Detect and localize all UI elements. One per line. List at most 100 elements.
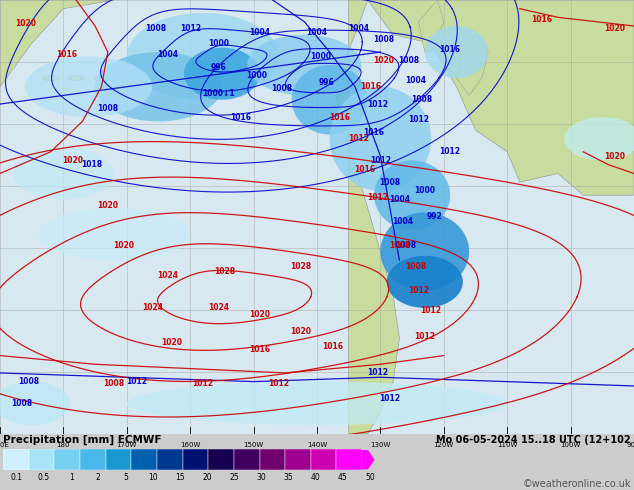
- Text: 1020: 1020: [15, 19, 36, 28]
- Text: 1016: 1016: [439, 46, 461, 54]
- Text: 170E: 170E: [0, 442, 9, 448]
- Polygon shape: [368, 0, 634, 195]
- Text: 1004: 1004: [157, 49, 179, 59]
- Text: 1008: 1008: [379, 178, 401, 187]
- Polygon shape: [387, 256, 463, 308]
- Text: 160W: 160W: [180, 442, 200, 448]
- Text: 1016: 1016: [328, 113, 350, 122]
- Text: 170W: 170W: [117, 442, 137, 448]
- Text: 1020: 1020: [604, 24, 626, 33]
- Text: 2: 2: [96, 473, 101, 482]
- Text: 1008: 1008: [395, 241, 417, 249]
- Text: 1016: 1016: [322, 343, 344, 351]
- Text: 1016: 1016: [354, 165, 375, 173]
- Polygon shape: [127, 13, 279, 100]
- Polygon shape: [0, 382, 70, 425]
- Polygon shape: [292, 65, 368, 134]
- Polygon shape: [127, 382, 507, 425]
- Text: 1016: 1016: [249, 344, 271, 354]
- Polygon shape: [330, 87, 431, 191]
- Text: 992: 992: [427, 212, 442, 221]
- Text: 1020: 1020: [249, 310, 271, 319]
- Polygon shape: [25, 56, 152, 117]
- Text: 110W: 110W: [497, 442, 517, 448]
- Text: 1012: 1012: [439, 147, 461, 156]
- Text: 1012: 1012: [408, 286, 429, 295]
- Text: 1008: 1008: [97, 104, 119, 113]
- Text: 1020: 1020: [97, 201, 119, 211]
- Bar: [55, 449, 80, 470]
- Text: 1008: 1008: [389, 241, 410, 249]
- Polygon shape: [38, 208, 190, 260]
- Text: 120W: 120W: [434, 442, 454, 448]
- Text: 996: 996: [211, 63, 226, 72]
- Polygon shape: [184, 48, 260, 100]
- Text: 1004: 1004: [404, 76, 426, 85]
- Text: 40: 40: [311, 473, 321, 482]
- Text: 1020: 1020: [113, 241, 134, 249]
- Text: 1020: 1020: [160, 338, 182, 347]
- FancyArrow shape: [362, 450, 375, 469]
- Text: 1008: 1008: [11, 399, 33, 408]
- Bar: [337, 449, 362, 470]
- Polygon shape: [564, 117, 634, 160]
- Text: 35: 35: [283, 473, 294, 482]
- Text: 130W: 130W: [370, 442, 391, 448]
- Text: 1012: 1012: [366, 368, 388, 377]
- Text: Mo 06-05-2024 15..18 UTC (12+102: Mo 06-05-2024 15..18 UTC (12+102: [436, 435, 631, 445]
- Text: 1000: 1000: [414, 186, 436, 196]
- Text: 180: 180: [56, 442, 70, 448]
- Text: 1012: 1012: [408, 115, 429, 124]
- Text: 1008: 1008: [18, 377, 39, 386]
- Text: 1024: 1024: [208, 303, 230, 313]
- Text: 10: 10: [148, 473, 157, 482]
- Text: 5: 5: [123, 473, 128, 482]
- Text: 1018: 1018: [81, 160, 103, 169]
- Text: 1004: 1004: [392, 217, 413, 226]
- Text: 1016: 1016: [531, 15, 553, 24]
- Polygon shape: [247, 35, 361, 96]
- Text: 30: 30: [256, 473, 266, 482]
- Text: 1008: 1008: [411, 95, 432, 104]
- Text: 100W: 100W: [560, 442, 581, 448]
- Text: 1012: 1012: [179, 24, 201, 33]
- Text: 1016: 1016: [230, 113, 252, 122]
- Text: 0.5: 0.5: [38, 473, 50, 482]
- Polygon shape: [374, 160, 450, 230]
- Text: 1008: 1008: [271, 84, 293, 94]
- Text: ©weatheronline.co.uk: ©weatheronline.co.uk: [522, 479, 631, 489]
- Text: 996: 996: [319, 78, 334, 87]
- Text: 1020: 1020: [62, 156, 84, 165]
- Bar: [29, 449, 55, 470]
- Text: 1012: 1012: [268, 379, 290, 388]
- Text: 1000: 1000: [246, 72, 268, 80]
- Text: 1008: 1008: [398, 56, 420, 65]
- Text: 25: 25: [230, 473, 239, 482]
- Text: 1008: 1008: [404, 262, 426, 271]
- Polygon shape: [336, 0, 399, 434]
- Text: 150W: 150W: [243, 442, 264, 448]
- Text: 0.1: 0.1: [11, 473, 23, 482]
- Polygon shape: [456, 35, 488, 96]
- Bar: [208, 449, 234, 470]
- Text: 1012: 1012: [366, 193, 388, 202]
- Bar: [234, 449, 259, 470]
- Text: 50: 50: [365, 473, 375, 482]
- Text: 1012: 1012: [379, 394, 401, 403]
- Text: 15: 15: [175, 473, 184, 482]
- Text: 1004: 1004: [306, 28, 328, 37]
- Text: 1016: 1016: [363, 128, 385, 137]
- Text: 1008: 1008: [373, 34, 394, 44]
- Text: 1012: 1012: [192, 379, 214, 388]
- Text: 1000↓1: 1000↓1: [202, 89, 235, 98]
- Text: 1008: 1008: [145, 24, 166, 33]
- Text: 1012: 1012: [126, 377, 147, 386]
- Text: 1012: 1012: [347, 134, 369, 143]
- Text: 1012: 1012: [370, 156, 391, 165]
- Bar: [157, 449, 183, 470]
- Text: 1028: 1028: [290, 262, 312, 271]
- Text: 1004: 1004: [347, 24, 369, 33]
- Polygon shape: [380, 213, 469, 291]
- Bar: [183, 449, 208, 470]
- Text: 1020: 1020: [373, 56, 394, 65]
